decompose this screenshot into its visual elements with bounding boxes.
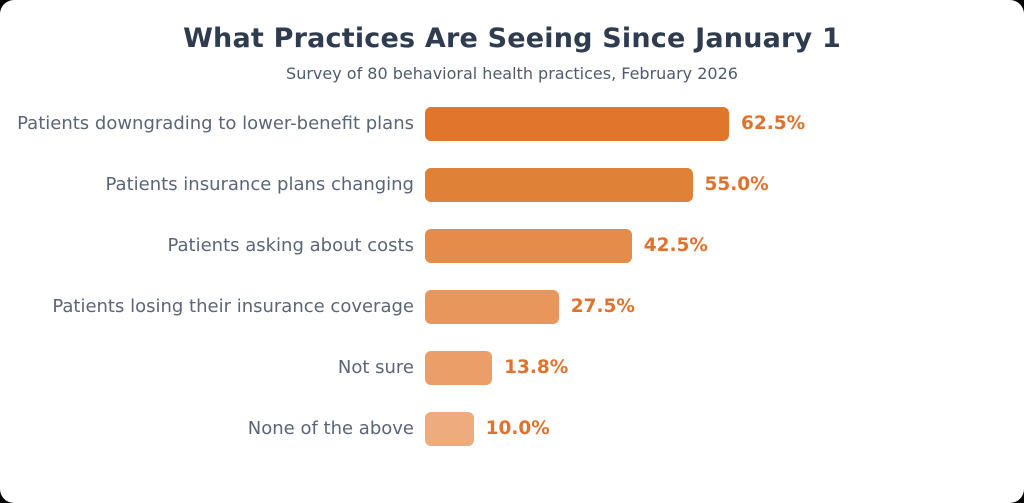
category-label: Patients losing their insurance coverage xyxy=(52,296,414,317)
category-label: Not sure xyxy=(337,357,414,378)
chart-row: Patients insurance plans changing 55.0% xyxy=(0,154,1024,215)
value-label: 62.5% xyxy=(741,113,806,134)
bar xyxy=(425,411,474,446)
category-label: Patients insurance plans changing xyxy=(105,174,414,195)
chart-title: What Practices Are Seeing Since January … xyxy=(183,23,841,54)
bar xyxy=(425,106,729,141)
bar xyxy=(425,289,559,324)
bar xyxy=(425,350,493,385)
value-label: 27.5% xyxy=(570,296,635,317)
bar xyxy=(425,167,693,202)
bar-chart: Patients downgrading to lower-benefit pl… xyxy=(0,93,1024,459)
value-label: 55.0% xyxy=(704,174,769,195)
value-label: 13.8% xyxy=(504,357,569,378)
category-label: Patients downgrading to lower-benefit pl… xyxy=(17,113,414,134)
chart-row: Patients losing their insurance coverage… xyxy=(0,276,1024,337)
chart-subtitle: Survey of 80 behavioral health practices… xyxy=(286,64,738,83)
chart-row: None of the above 10.0% xyxy=(0,398,1024,459)
category-label: Patients asking about costs xyxy=(167,235,414,256)
value-label: 10.0% xyxy=(485,418,550,439)
chart-row: Patients downgrading to lower-benefit pl… xyxy=(0,93,1024,154)
bar xyxy=(425,228,632,263)
value-label: 42.5% xyxy=(643,235,708,256)
chart-row: Patients asking about costs 42.5% xyxy=(0,215,1024,276)
category-label: None of the above xyxy=(247,418,414,439)
chart-header: What Practices Are Seeing Since January … xyxy=(0,0,1024,85)
chart-row: Not sure 13.8% xyxy=(0,337,1024,398)
